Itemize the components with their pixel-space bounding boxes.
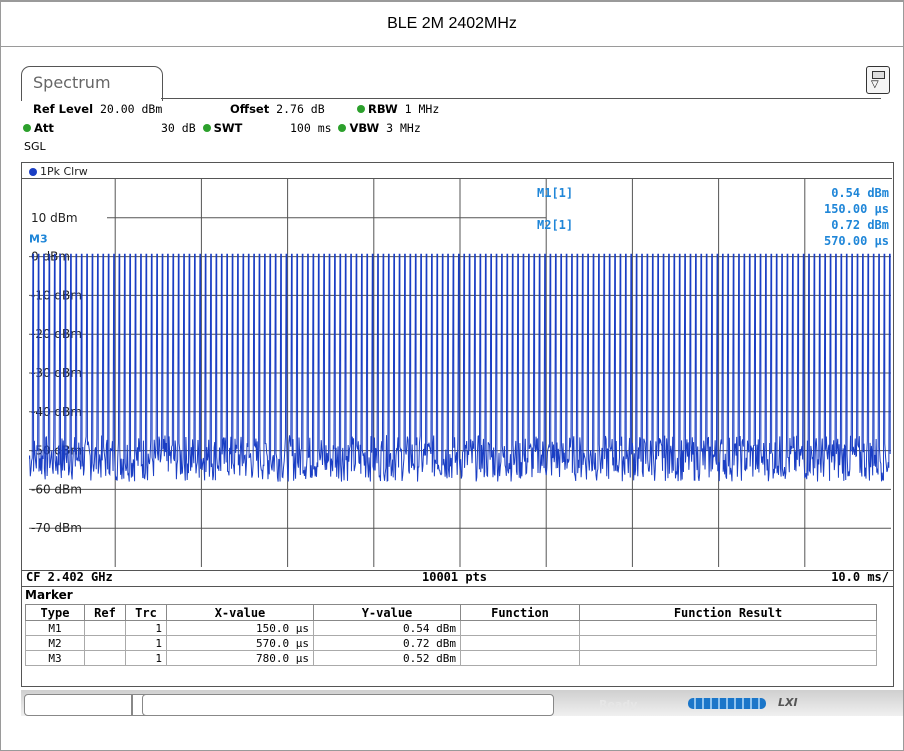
marker-cell: 780.0 µs (166, 650, 314, 666)
marker-cell (460, 635, 580, 651)
marker-cell: M2 (25, 635, 85, 651)
marker-cell (460, 650, 580, 666)
tab-divider (161, 98, 881, 99)
marker-cell: 0.72 dBm (313, 635, 461, 651)
swt-vbw-wrap: 100 ms VBW 3 MHz (290, 121, 421, 135)
marker-cell (84, 620, 126, 636)
att-status-icon (23, 124, 31, 132)
marker-m1-label: M1[1] (537, 186, 573, 200)
analyzer-window: Spectrum ▽ Ref Level 20.00 dBm Offset 2.… (21, 62, 903, 716)
marker-cell (579, 650, 877, 666)
marker-col-ref: Ref (84, 604, 126, 621)
marker-cell: 1 (125, 620, 167, 636)
att-label: Att (34, 121, 54, 135)
marker-cell: M3 (25, 650, 85, 666)
offset-setting: Offset 2.76 dB (230, 102, 325, 116)
y-tick-label: -50 dBm (31, 444, 82, 458)
vbw-status-icon (338, 124, 347, 132)
marker-cell: 1 (125, 635, 167, 651)
rbw-label: RBW (368, 102, 398, 116)
swt-value: 100 ms (290, 121, 332, 135)
marker-col-y-value: Y-value (313, 604, 461, 621)
swt-status-icon (202, 124, 211, 132)
marker-cell: M1 (25, 620, 85, 636)
ref-level-value: 20.00 dBm (99, 102, 163, 116)
marker-row: M1 1 150.0 µs 0.54 dBm (25, 620, 877, 636)
y-tick-label: 10 dBm (31, 211, 78, 225)
trace-separator (21, 178, 892, 179)
y-tick-label: -40 dBm (31, 405, 82, 419)
marker-m1-time: 150.00 µs (824, 202, 889, 216)
menu-grid-icon (872, 71, 885, 79)
plot-frame (21, 162, 894, 571)
trace-label-text: 1Pk Clrw (40, 165, 88, 178)
marker-col-trc: Trc (125, 604, 167, 621)
marker-cell (84, 635, 126, 651)
y-tick-label: 0 dBm (31, 250, 70, 264)
marker-m1-level: 0.54 dBm (831, 186, 889, 200)
marker-flag-m3: M3 (29, 232, 48, 245)
marker-cell: 570.0 µs (166, 635, 314, 651)
ref-level-label: Ref Level (33, 102, 94, 116)
marker-cell: 0.52 dBm (313, 650, 461, 666)
time-per-division: 10.0 ms/ (831, 570, 889, 584)
marker-cell: 150.0 µs (166, 620, 314, 636)
status-field-1[interactable] (24, 694, 132, 716)
marker-row: M2 1 570.0 µs 0.72 dBm (25, 635, 877, 651)
offset-label: Offset (230, 102, 270, 116)
marker-cell (579, 635, 877, 651)
vbw-value: 3 MHz (386, 121, 421, 135)
att-setting: Att (23, 121, 54, 135)
marker-col-type: Type (25, 604, 85, 621)
lxi-logo: LXI (778, 696, 798, 709)
marker-cell (460, 620, 580, 636)
rbw-value: 1 MHz (404, 102, 440, 116)
marker-panel-title: Marker (25, 588, 73, 602)
progress-bar (688, 698, 766, 709)
ready-indicator: Ready (599, 698, 638, 711)
rbw-setting: RBW 1 MHz (357, 102, 439, 116)
att-value-wrap: 30 dB SWT (161, 121, 242, 135)
marker-cell (579, 620, 877, 636)
trace-line (29, 253, 891, 482)
marker-cell: 1 (125, 650, 167, 666)
y-tick-label: -60 dBm (31, 482, 82, 496)
caption-bar: BLE 2M 2402MHz (1, 1, 903, 47)
marker-col-function: Function (460, 604, 580, 621)
sweep-mode: SGL (24, 140, 46, 153)
marker-m2-level: 0.72 dBm (831, 218, 889, 232)
status-message-field[interactable] (142, 694, 554, 716)
marker-row: M3 1 780.0 µs 0.52 dBm (25, 650, 877, 666)
swt-label: SWT (213, 121, 243, 135)
marker-table: Type Ref Trc X-value Y-value Function Function… (25, 604, 877, 666)
menu-chevron-icon: ▽ (871, 79, 879, 90)
display-menu-icon[interactable]: ▽ (866, 66, 890, 94)
caption: BLE 2M 2402MHz (387, 15, 517, 32)
sweep-points: 10001 pts (422, 570, 488, 584)
marker-col-x-value: X-value (166, 604, 314, 621)
marker-table-header: Type Ref Trc X-value Y-value Function Function… (25, 604, 877, 621)
trace-label: 1Pk Clrw (29, 165, 88, 178)
marker-m2-label: M2[1] (537, 218, 573, 232)
att-value: 30 dB (161, 121, 196, 135)
trace-dot-icon (29, 168, 37, 176)
marker-col-function-result: Function Result (579, 604, 877, 621)
marker-panel: Marker Type Ref Trc X-value Y-value Function F… (21, 586, 894, 687)
offset-value: 2.76 dB (276, 102, 325, 116)
marker-cell (84, 650, 126, 666)
tab-spectrum[interactable]: Spectrum (21, 66, 163, 101)
plot-footer: CF 2.402 GHz 10001 pts 10.0 ms/ (21, 568, 894, 587)
center-frequency: CF 2.402 GHz (26, 570, 113, 584)
tab-spectrum-label: Spectrum (33, 73, 111, 92)
rbw-status-icon (357, 105, 365, 113)
status-bar: Ready LXI (21, 690, 903, 716)
vbw-label: VBW (349, 121, 380, 135)
y-tick-label: -70 dBm (31, 521, 82, 535)
marker-m2-time: 570.00 µs (824, 234, 889, 248)
settings-row-1: Ref Level 20.00 dBm (33, 102, 162, 116)
marker-cell: 0.54 dBm (313, 620, 461, 636)
